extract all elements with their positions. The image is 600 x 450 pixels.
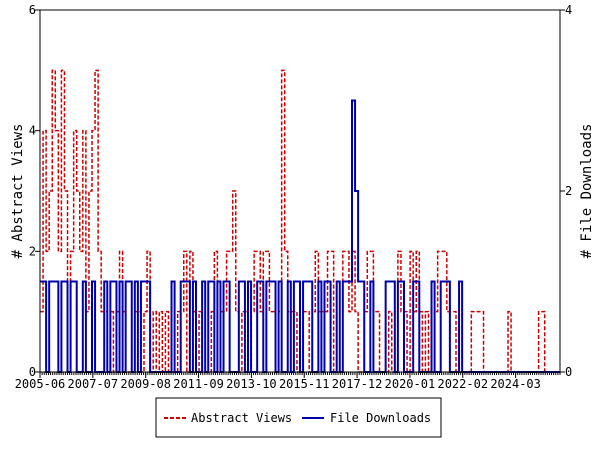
x-tick-label: 2020-01 bbox=[385, 377, 436, 391]
x-tick-label: 2017-12 bbox=[332, 377, 383, 391]
series-line-file-downloads bbox=[40, 99, 560, 373]
y-left-tick-label: 2 bbox=[29, 244, 36, 258]
legend-label-abstract-views: Abstract Views bbox=[191, 411, 292, 425]
legend-box bbox=[155, 397, 442, 438]
y-left-tick-label: 4 bbox=[29, 124, 36, 138]
x-tick-label: 2011-09 bbox=[173, 377, 224, 391]
y-right-tick-label: 2 bbox=[565, 184, 572, 198]
x-tick-label: 2009-08 bbox=[120, 377, 171, 391]
y-left-tick-label: 0 bbox=[29, 365, 36, 379]
x-tick-label: 2022-02 bbox=[437, 377, 488, 391]
series-line-abstract-views bbox=[40, 69, 560, 373]
x-tick-label: 2013-10 bbox=[226, 377, 277, 391]
y-right-tick-label: 0 bbox=[565, 365, 572, 379]
x-tick-label: 2007-07 bbox=[68, 377, 119, 391]
x-tick-label: 2024-03 bbox=[490, 377, 541, 391]
x-tick-label: 2015-11 bbox=[279, 377, 330, 391]
y-left-axis-title: # Abstract Views bbox=[10, 124, 26, 259]
y-left-tick-label: 6 bbox=[29, 3, 36, 17]
legend-label-file-downloads: File Downloads bbox=[330, 411, 431, 425]
y-right-tick-label: 4 bbox=[565, 3, 572, 17]
axes: 2005-06 2007-07 2009-08 2011-09 2013-10 2015-… bbox=[15, 3, 573, 391]
legend: Abstract Views File Downloads bbox=[155, 397, 442, 438]
y-right-axis-title: # File Downloads bbox=[579, 124, 595, 259]
x-tick-label: 2005-06 bbox=[15, 377, 66, 391]
plot-area bbox=[40, 69, 560, 373]
